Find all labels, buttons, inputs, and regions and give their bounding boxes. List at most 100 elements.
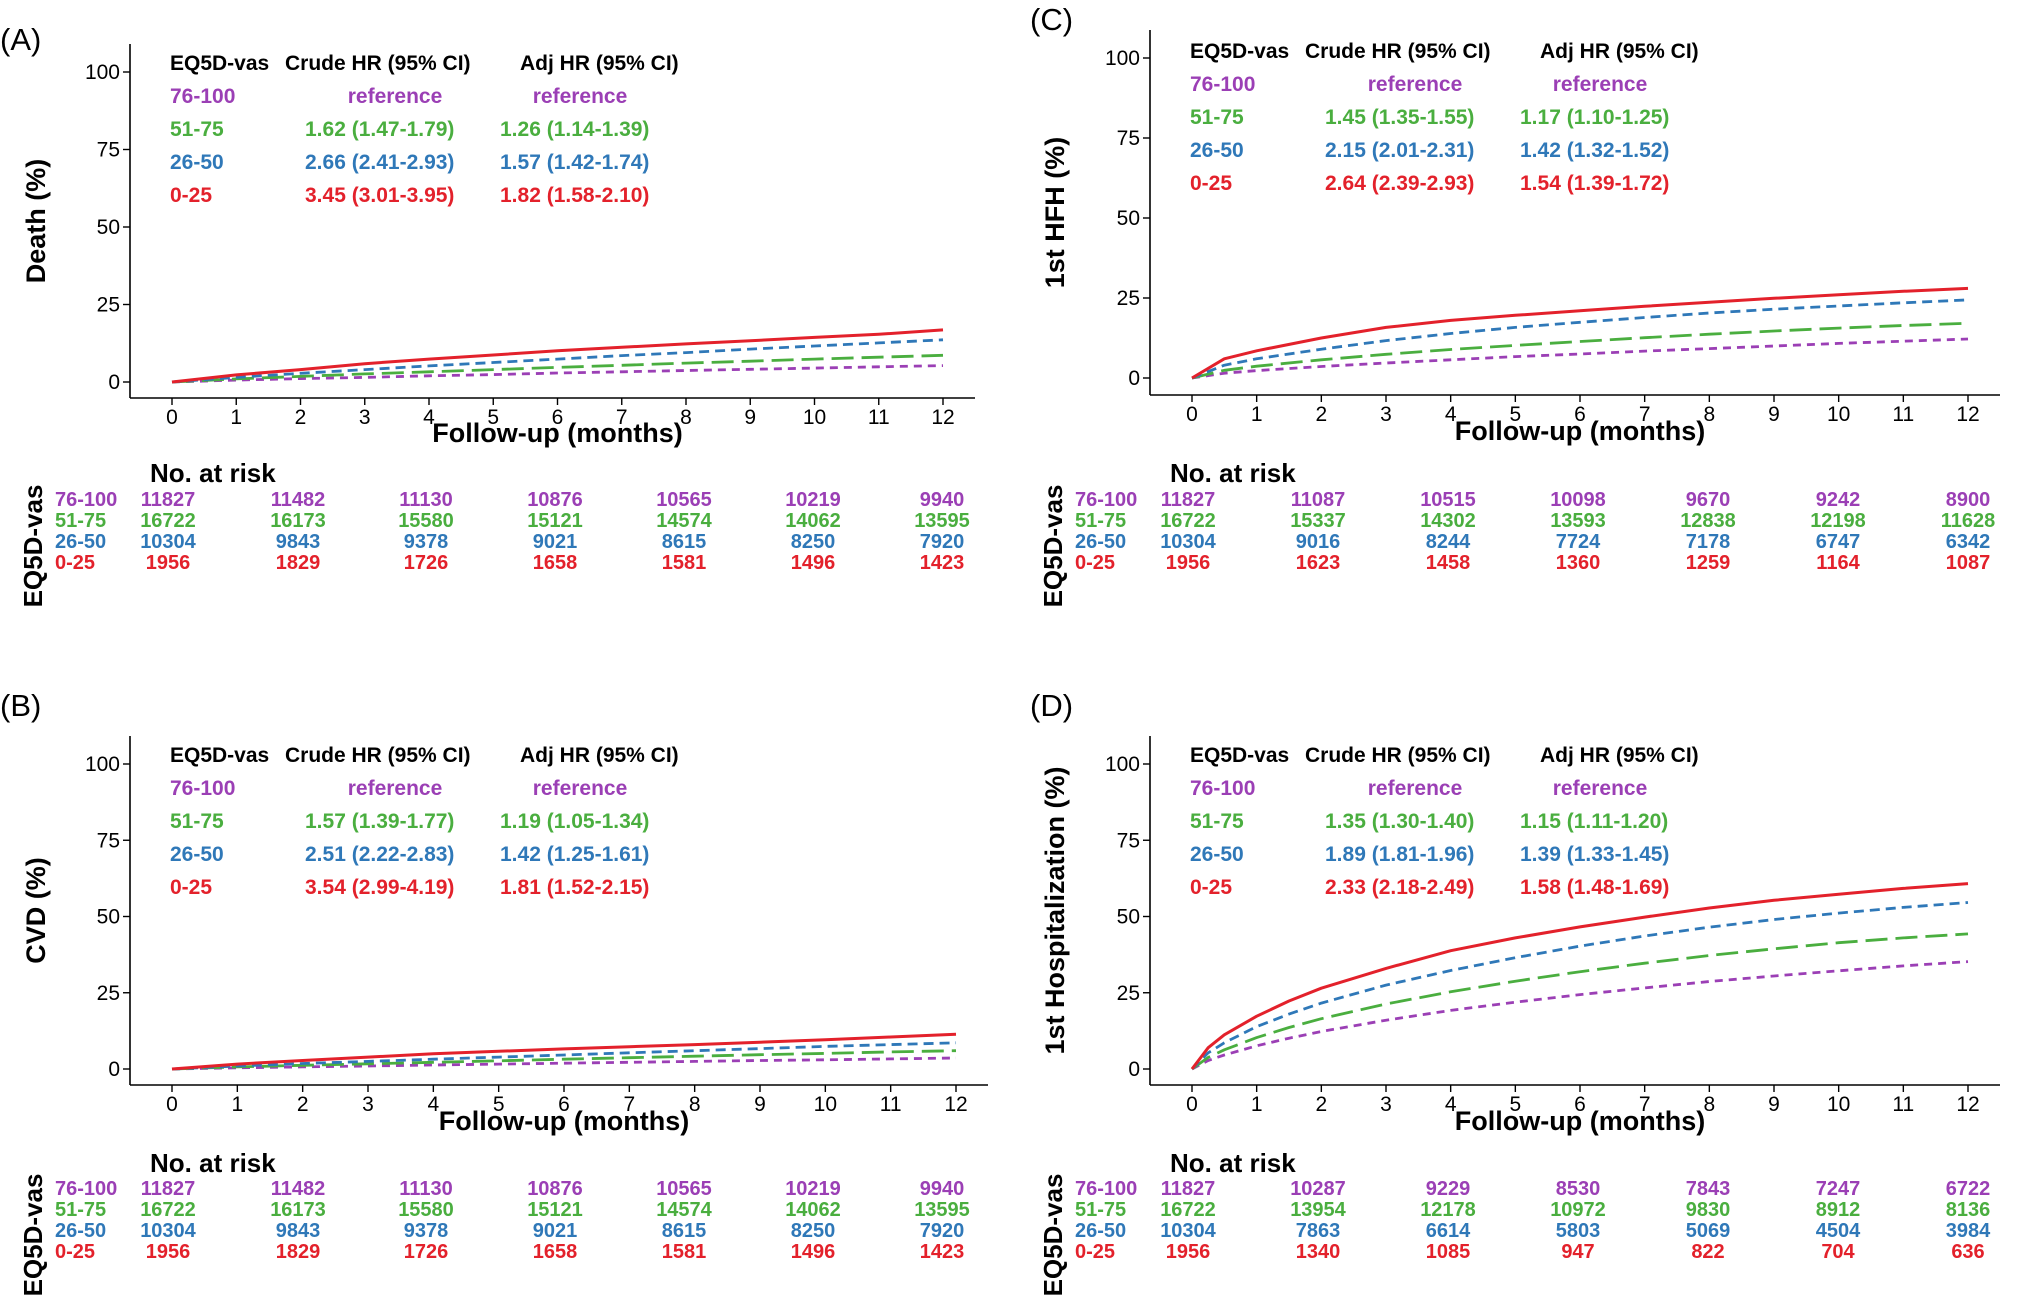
hr-row-group: 26-50 [170,843,224,866]
risk-cell: 10287 [1290,1178,1346,1200]
x-tick-label: 6 [1574,403,1586,426]
hr-row-adj: 1.54 (1.39-1.72) [1520,172,1669,195]
risk-cell: 7863 [1296,1220,1341,1242]
risk-cell: 10515 [1420,489,1476,511]
risk-cell: 822 [1691,1241,1724,1263]
risk-cell: 6722 [1946,1178,1991,1200]
series-line-0-25 [1191,286,1969,380]
hr-row-group: 0-25 [170,876,212,899]
risk-cell: 1340 [1296,1241,1341,1263]
risk-cell: 9021 [533,1220,578,1242]
risk-cell: 14574 [656,1199,712,1221]
risk-cell: 10565 [656,489,712,511]
hr-header-adj: Adj HR (95% CI) [520,52,679,75]
risk-cell: 15121 [527,1199,583,1221]
hr-row-crude: 1.35 (1.30-1.40) [1325,810,1474,833]
x-axis-label: Follow-up (months) [1455,1106,1705,1136]
risk-cell: 12838 [1680,510,1736,532]
hr-row-crude: 1.45 (1.35-1.55) [1325,106,1474,129]
x-tick-label: 10 [814,1093,837,1116]
x-tick-label: 3 [1380,403,1392,426]
risk-cell: 704 [1821,1241,1855,1263]
hr-header-crude: Crude HR (95% CI) [285,744,471,767]
risk-cell: 1956 [146,552,191,574]
risk-cell: 8250 [791,531,836,553]
hr-row-group: 76-100 [170,777,235,800]
x-tick-label: 8 [689,1093,701,1116]
x-tick-label: 11 [880,1093,902,1116]
risk-cell: 3984 [1946,1220,1991,1242]
hr-row-crude: reference [1368,73,1463,96]
risk-cell: 15337 [1290,510,1346,532]
risk-cell: 10304 [140,1220,196,1242]
x-tick-label: 10 [803,406,826,429]
x-tick-label: 3 [359,406,371,429]
risk-cell: 14574 [656,510,712,532]
risk-cell: 1726 [404,552,449,574]
risk-cell: 5069 [1686,1220,1731,1242]
risk-cell: 14062 [785,1199,841,1221]
panel-label: (A) [0,22,41,57]
y-tick-label: 25 [1117,982,1140,1005]
risk-table-axis-label: EQ5D-vas [18,1174,48,1297]
hr-row-crude: reference [348,777,443,800]
risk-cell: 1829 [276,552,321,574]
risk-cell: 11087 [1291,489,1346,511]
hr-row-group: 0-25 [1190,876,1232,899]
risk-cell: 11827 [141,1178,196,1200]
hr-header-crude: Crude HR (95% CI) [1305,744,1491,767]
risk-cell: 15121 [527,510,583,532]
risk-cell: 11482 [271,1178,326,1200]
risk-cell: 10304 [1160,1220,1216,1242]
risk-cell: 1087 [1946,552,1991,574]
risk-cell: 10876 [527,1178,583,1200]
risk-cell: 9229 [1426,1178,1471,1200]
y-axis-label: 1st Hospitalization (%) [1040,766,1070,1054]
risk-cell: 1164 [1816,552,1860,574]
x-tick-label: 0 [1186,1093,1198,1116]
risk-cell: 13954 [1290,1199,1346,1221]
hr-row-adj: reference [533,85,628,108]
x-tick-label: 3 [362,1093,374,1116]
risk-row-group: 51-75 [55,1199,106,1221]
risk-cell: 9021 [533,531,578,553]
risk-cell: 9940 [920,1178,965,1200]
risk-cell: 16722 [1160,1199,1216,1221]
hr-header-group: EQ5D-vas [170,52,269,75]
risk-cell: 1423 [920,1241,965,1263]
risk-cell: 4504 [1816,1220,1861,1242]
y-tick-label: 0 [1128,367,1140,390]
risk-row-group: 26-50 [55,531,106,553]
hr-row-group: 76-100 [1190,73,1255,96]
risk-cell: 14302 [1420,510,1476,532]
hr-row-adj: 1.58 (1.48-1.69) [1520,876,1669,899]
series-line-0-25 [1190,882,1969,1070]
x-tick-label: 4 [1445,403,1457,426]
hr-row-adj: 1.17 (1.10-1.25) [1520,106,1669,129]
risk-cell: 6614 [1426,1220,1471,1242]
risk-row-group: 26-50 [1075,531,1126,553]
risk-cell: 13593 [1550,510,1606,532]
risk-cell: 12198 [1810,510,1866,532]
risk-cell: 1829 [276,1241,321,1263]
hr-row-crude: 1.89 (1.81-1.96) [1325,843,1474,866]
hr-row-group: 0-25 [1190,172,1232,195]
hr-row-group: 76-100 [170,85,235,108]
risk-cell: 1581 [662,552,707,574]
hr-row-crude: 3.45 (3.01-3.95) [305,184,454,207]
risk-table-axis-label: EQ5D-vas [1038,1174,1068,1297]
risk-cell: 11482 [271,489,326,511]
x-tick-label: 2 [295,406,307,429]
risk-cell: 16173 [270,510,326,532]
x-tick-label: 6 [558,1093,570,1116]
hr-row-crude: 3.54 (2.99-4.19) [305,876,454,899]
hr-row-crude: 1.62 (1.47-1.79) [305,118,454,141]
series-line-76-100 [171,1056,957,1071]
risk-cell: 9843 [276,531,321,553]
risk-cell: 16722 [140,1199,196,1221]
series-line-76-100 [1191,960,1969,1071]
hr-row-adj: 1.19 (1.05-1.34) [500,810,649,833]
hr-row-adj: 1.26 (1.14-1.39) [500,118,649,141]
